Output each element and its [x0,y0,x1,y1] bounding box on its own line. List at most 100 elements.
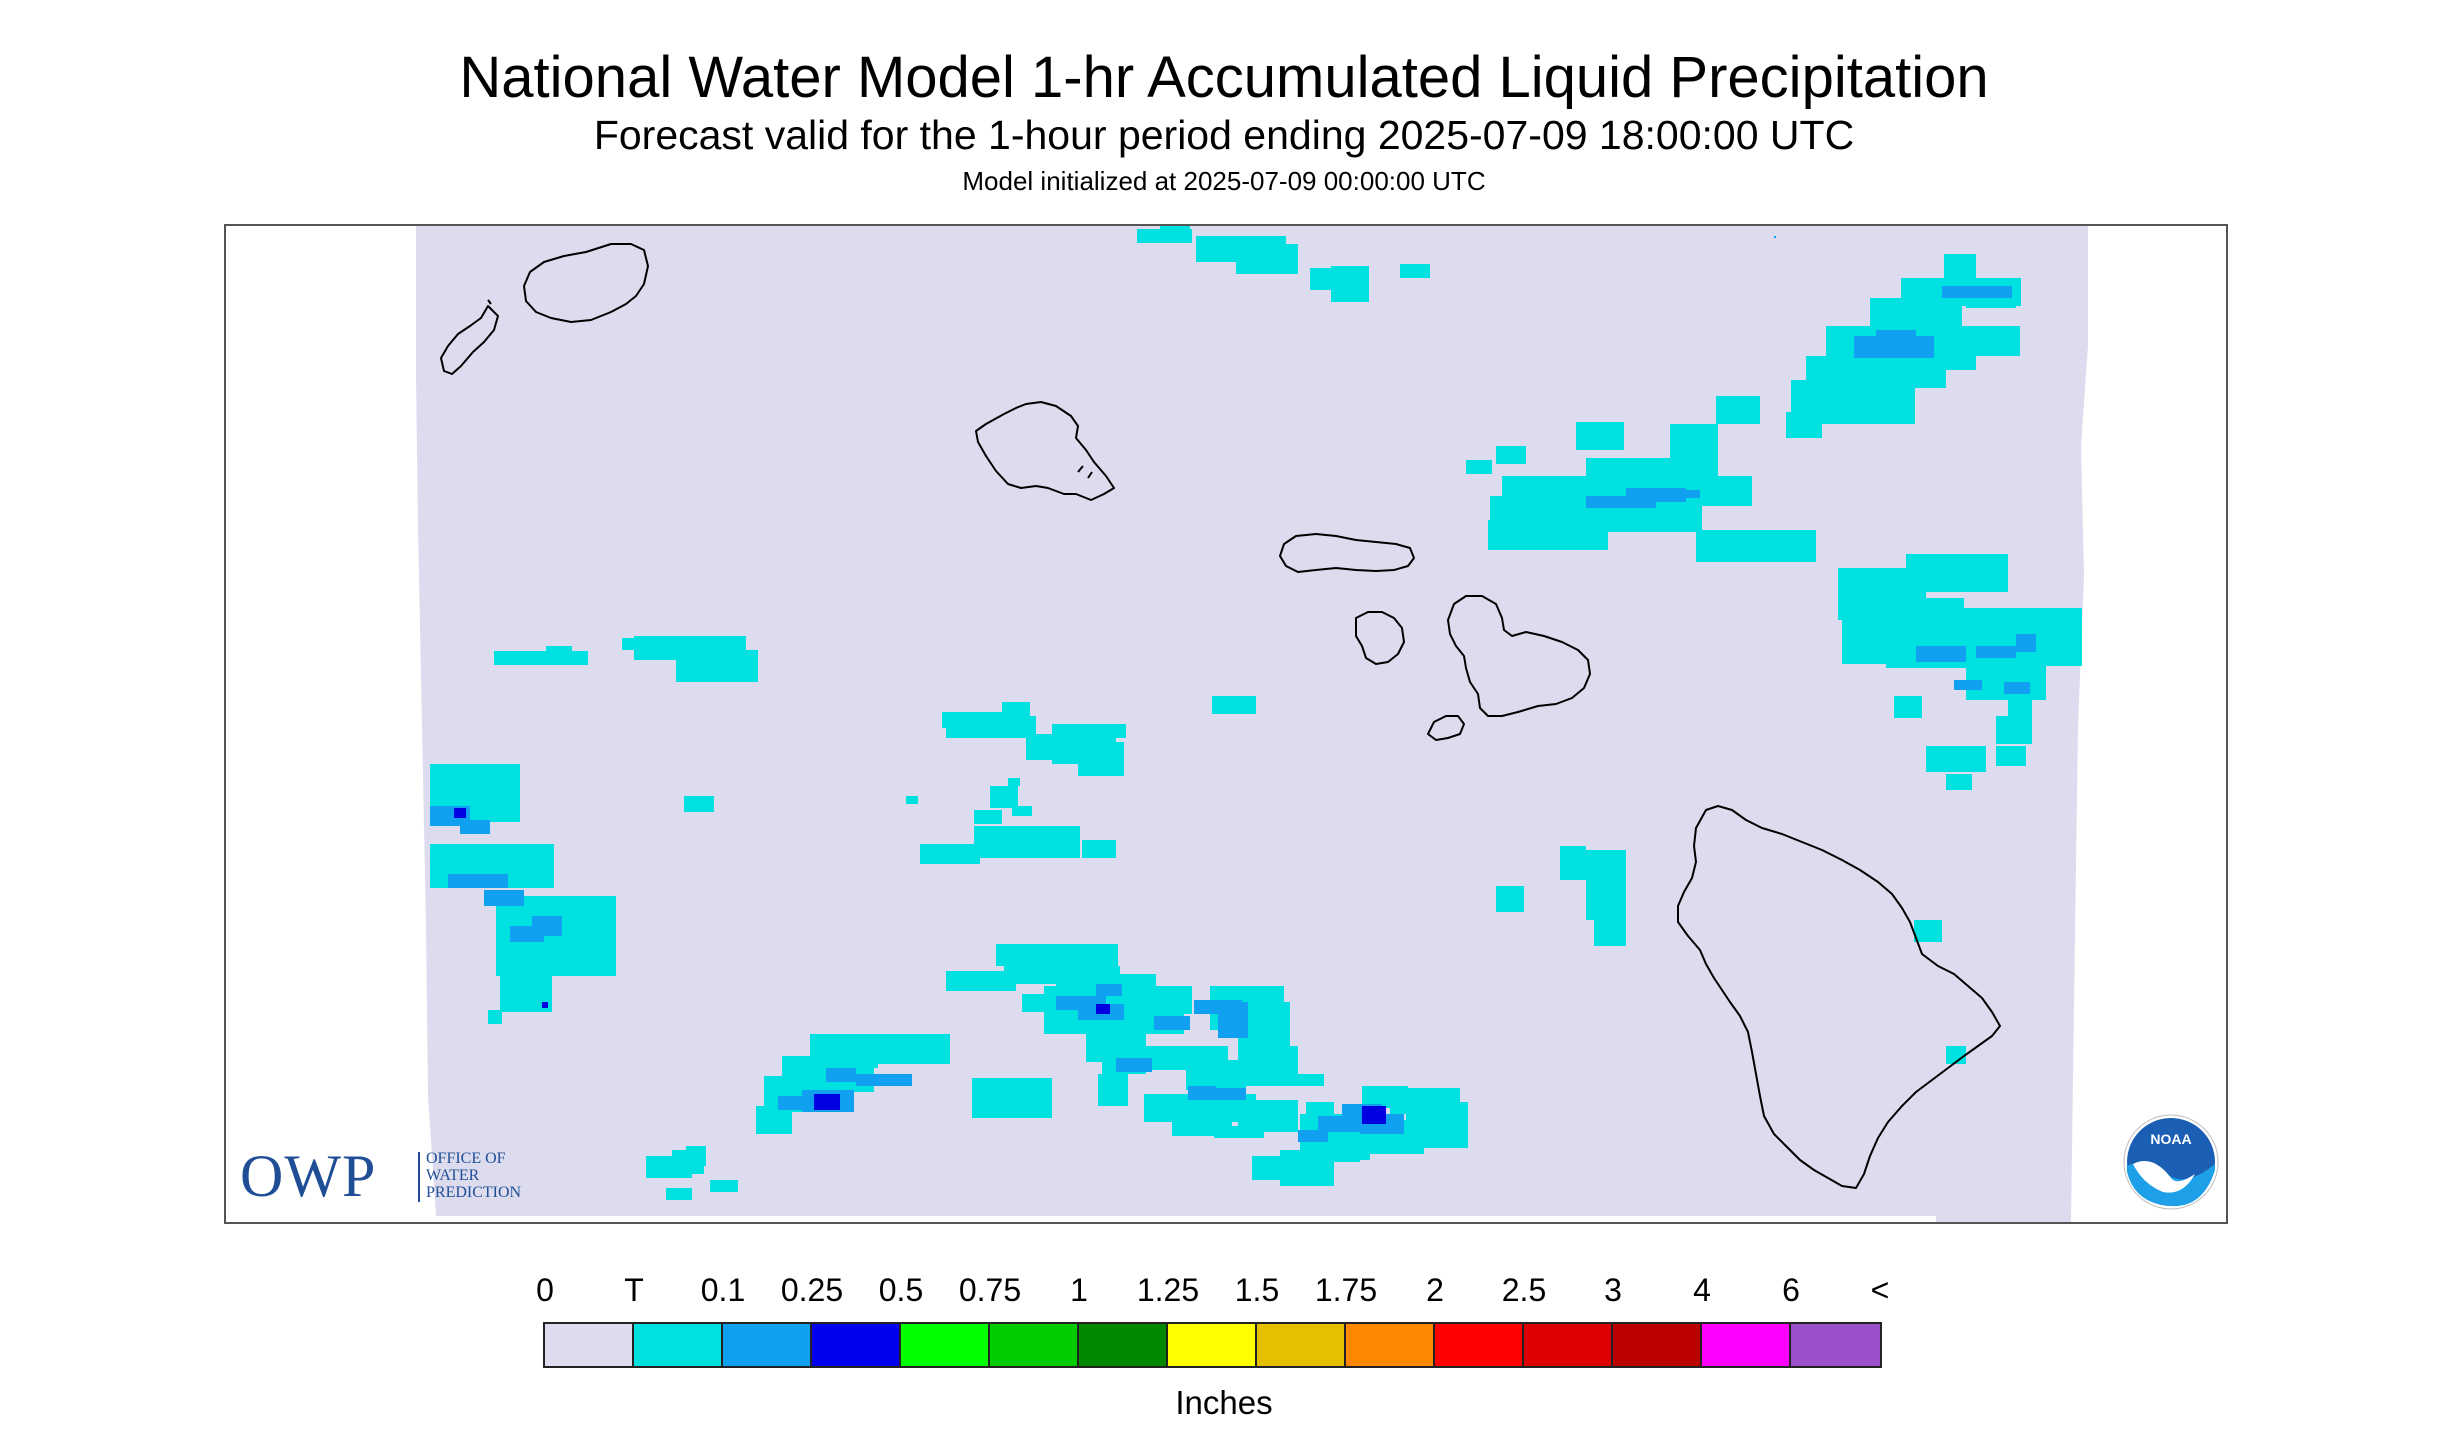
legend-swatch [723,1324,812,1366]
legend-swatch [990,1324,1079,1366]
precip-cell [1212,696,1256,714]
precip-cell [856,1074,912,1086]
precip-cell [1954,680,1982,690]
legend-swatch [1435,1324,1524,1366]
legend-swatch [1079,1324,1168,1366]
map-canvas [416,226,2088,1222]
precip-cell [1280,1062,1298,1086]
precip-cell [646,1156,692,1178]
precip-cell [2004,682,2030,694]
precip-cell [1672,490,1700,498]
legend-tick-label: 0.1 [700,1272,746,1308]
precip-cell [542,1002,548,1008]
precip-cell [532,916,562,936]
legend-tick-label: 1.5 [1234,1272,1280,1308]
precip-cell [946,971,1016,991]
precip-cell [1318,1116,1354,1132]
precip-cell [1996,746,2026,766]
precip-cell [1716,396,1760,424]
precip-cell [1594,916,1626,946]
coastline-kauai [523,243,649,323]
model-init-line: Model initialized at 2025-07-09 00:00:00… [962,166,1486,196]
coastline-hawaii [1677,805,2001,1189]
legend-swatch [634,1324,723,1366]
legend-swatch [1702,1324,1791,1366]
precip-cell [1102,724,1126,738]
legend-swatch [812,1324,901,1366]
precip-cell [710,1180,738,1192]
precip-cell [1944,254,1976,284]
precip-cell [1488,520,1608,550]
precip-cell [484,890,524,906]
precip-cell [1186,1060,1246,1090]
precip-cell [1137,229,1192,243]
precip-cell [546,646,572,664]
precip-cell [1996,716,2032,744]
precip-cell [1362,1106,1386,1124]
precip-cell [488,1010,502,1024]
legend-swatch [1257,1324,1346,1366]
precip-cell [2016,634,2036,652]
legend-swatch [1791,1324,1880,1366]
precip-cell [448,874,508,888]
precip-cell [1216,1088,1246,1100]
legend-tick-label: 2 [1426,1272,1444,1308]
precip-cell [1496,886,1524,912]
precipitation-cells [430,226,2082,1200]
coastline-kahoolawe [1427,715,1465,741]
precip-cell [1774,236,1776,238]
precip-cell [1096,1004,1110,1014]
legend-tick-label: 2.5 [1501,1272,1547,1308]
legend-swatch [1168,1324,1257,1366]
precip-cell [1306,1102,1334,1116]
coastline-niihau [440,299,499,375]
precip-cell [494,651,588,665]
legend-swatch [1346,1324,1435,1366]
legend-tick-label: 6 [1782,1272,1800,1308]
precip-cell [1296,1074,1324,1086]
coastline-molokai [1279,533,1415,573]
precip-cell [1786,412,1822,438]
precip-cell [1310,268,1360,290]
legend-tick-label: 0.75 [958,1272,1022,1308]
legend-tick-label: < [1870,1272,1890,1308]
precip-cell [1002,1092,1036,1112]
precip-cell [1156,986,1192,1014]
precip-cell [1586,850,1626,920]
precip-cell [996,944,1118,966]
legend-tick-label: 1.75 [1314,1272,1378,1308]
precip-cell [1188,1086,1216,1100]
precip-cell [454,808,466,818]
forecast-valid-subtitle: Forecast valid for the 1-hour period end… [593,112,1855,158]
precip-cell [1560,846,1586,880]
precip-cell [814,1094,840,1110]
precip-cell [1400,264,1430,278]
noaa-logo-text: NOAA [2150,1131,2191,1147]
coastline-maui [1447,595,1591,717]
precip-cell [756,1106,792,1134]
precip-cell [1298,1130,1328,1142]
owp-logo-line: OFFICE OF [426,1150,506,1167]
owp-logo-divider [418,1152,420,1202]
precip-cell [684,796,714,812]
precip-cell [1926,746,1986,772]
legend-tick-label: 0.5 [878,1272,924,1308]
precip-cell [2008,698,2032,718]
precip-cell [838,1052,878,1068]
precip-cell [1906,554,2008,592]
legend-swatch [1613,1324,1702,1366]
precip-cell [1236,244,1298,274]
legend-tick-label: T [624,1272,644,1308]
precip-cell [1466,460,1492,474]
precip-cell [1670,424,1718,464]
precip-cell [974,826,1080,858]
legend-color-bar [543,1322,1882,1368]
precip-cell [460,820,490,834]
precip-cell [826,1068,856,1082]
precip-cell [1876,330,1916,344]
owp-logo-line: WATER [426,1167,480,1184]
precip-cell [1936,326,2020,356]
precip-cell [1916,646,1966,662]
legend-tick-label: 1.25 [1136,1272,1200,1308]
noaa-logo: NOAA [2123,1114,2219,1210]
